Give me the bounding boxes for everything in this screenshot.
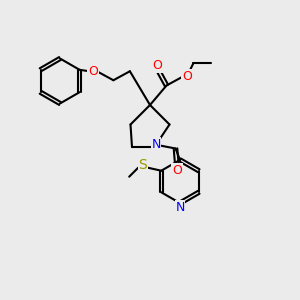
Text: O: O [88, 65, 98, 78]
Text: O: O [172, 164, 182, 177]
Text: O: O [182, 70, 192, 83]
Text: N: N [175, 201, 185, 214]
Text: N: N [151, 138, 161, 151]
Text: S: S [139, 158, 147, 172]
Text: O: O [153, 59, 162, 72]
